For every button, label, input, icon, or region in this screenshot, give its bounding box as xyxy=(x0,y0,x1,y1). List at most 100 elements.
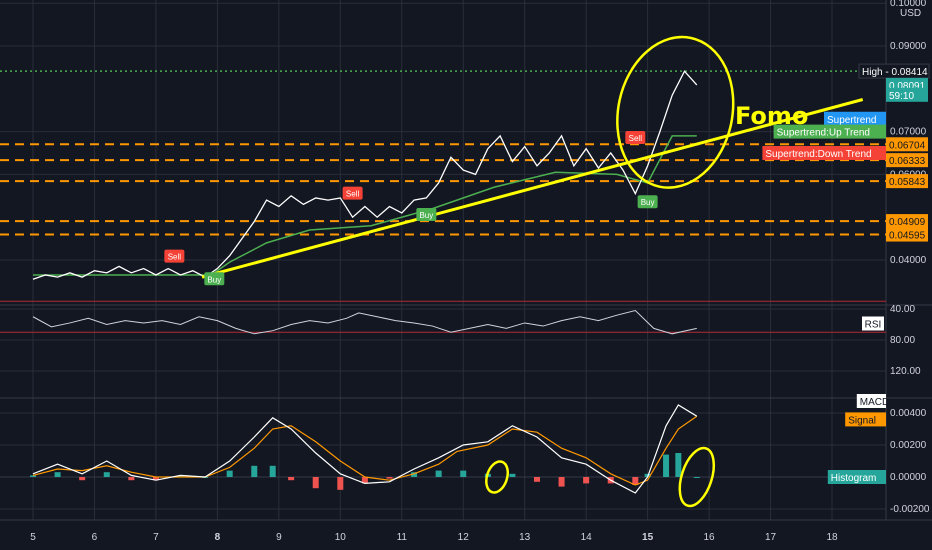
macd-axis-tick-label: -0.00200 xyxy=(890,504,930,515)
time-axis-tick-label: 10 xyxy=(335,532,347,543)
macd-pane[interactable] xyxy=(0,404,886,510)
histogram-bar xyxy=(675,453,682,477)
histogram-bar xyxy=(435,470,442,477)
price-tag-label: Supertrend xyxy=(827,115,876,126)
rsi-axis-tick-label: 40.00 xyxy=(890,304,915,315)
time-axis-tick-label: 7 xyxy=(153,532,159,543)
signal-label: Buy xyxy=(641,198,655,207)
histogram-bar xyxy=(361,477,368,484)
axis-currency-label: USD xyxy=(900,8,921,19)
histogram-bar xyxy=(632,477,639,485)
macd-axis-tick-label: 0.00000 xyxy=(890,472,927,483)
histogram-bar xyxy=(533,477,540,482)
price-tag-label: 0.06333 xyxy=(889,156,926,167)
price-tag xyxy=(762,146,886,160)
price-axis-tick-label: 0.09000 xyxy=(890,41,927,52)
signal-label: Sell xyxy=(168,253,182,262)
price-tag-label: Supertrend:Up Trend xyxy=(777,128,870,139)
macd-axis-tick-label: 0.00400 xyxy=(890,408,927,419)
price-axis-tick-label: 0.04000 xyxy=(890,255,927,266)
histogram-bar xyxy=(558,477,565,487)
price-tag-label: 0.08091 xyxy=(889,81,926,92)
price-tag-label: 0.04909 xyxy=(889,217,926,228)
signal-buy-badge xyxy=(204,272,225,286)
rsi-pane[interactable]: RSI xyxy=(0,300,886,335)
histogram-bar xyxy=(583,477,590,484)
price-tag-label: Supertrend:Down Trend xyxy=(765,149,871,160)
time-axis-tick-label: 8 xyxy=(215,532,221,543)
signal-label: Buy xyxy=(207,275,221,284)
price-tag-label: 0.06704 xyxy=(889,140,926,151)
signal-label: Buy xyxy=(419,211,433,220)
histogram-bar xyxy=(337,477,344,490)
macd-highlight-ellipse xyxy=(678,446,716,508)
histogram-bar xyxy=(30,475,36,477)
rsi-axis-tick-label: 80.00 xyxy=(890,335,915,346)
grid xyxy=(0,0,932,521)
price-tag xyxy=(886,227,928,242)
time-axis-tick-label: 6 xyxy=(92,532,98,543)
histogram-bar xyxy=(312,477,319,489)
fomo-highlight-ellipse xyxy=(616,35,735,189)
rsi-line xyxy=(32,309,697,335)
time-axis-tick-label: 18 xyxy=(826,532,838,543)
signal-sell-badge xyxy=(164,249,185,263)
histogram-bar xyxy=(128,477,135,481)
signal-buy-badge xyxy=(637,195,658,209)
price-tag-label: 59:10 xyxy=(889,91,914,102)
signal-label: Sell xyxy=(629,134,643,143)
price-axis-tick-label: 0.07000 xyxy=(890,127,927,138)
price-tag-label: 0.05843 xyxy=(889,177,926,188)
time-axis-tick-label: 17 xyxy=(765,532,777,543)
histogram-bar xyxy=(663,454,670,477)
macd-tag-label: MACD xyxy=(860,397,889,408)
signal-buy-badge xyxy=(416,208,437,222)
time-axis-tick-label: 14 xyxy=(581,532,593,543)
price-tag xyxy=(886,174,928,189)
macd-tag-label: Histogram xyxy=(831,473,877,484)
time-axis-tick-label: 5 xyxy=(30,532,36,543)
macd-signal-line xyxy=(32,415,698,486)
histogram-bar xyxy=(79,477,86,481)
macd-tag-label: Signal xyxy=(848,415,876,426)
histogram-bar xyxy=(152,477,159,481)
price-tag xyxy=(886,214,928,229)
histogram-bar xyxy=(460,470,467,477)
time-axis-tick-label: 11 xyxy=(397,532,408,543)
price-tag xyxy=(886,153,928,168)
macd-tag xyxy=(845,412,886,427)
time-axis-tick-label: 15 xyxy=(642,532,654,543)
price-axis[interactable]: 0.040000.060000.070000.090000.10000120.0… xyxy=(762,0,930,515)
histogram-bar xyxy=(411,472,418,477)
time-axis-tick-label: 9 xyxy=(276,532,282,543)
histogram-bar xyxy=(177,475,184,477)
histogram-bar xyxy=(269,465,276,477)
price-tag xyxy=(824,111,886,126)
time-axis-tick-label: 16 xyxy=(704,532,716,543)
price-axis-tick-label: 0.10000 xyxy=(890,0,927,9)
price-tag xyxy=(773,124,886,139)
time-axis[interactable]: 5 6 7 8 9 10 11 12 13 14 15 16 17 18 xyxy=(30,532,838,543)
macd-axis-tick-label: 0.00200 xyxy=(890,440,927,451)
price-tag-label: High - 0.08414 xyxy=(862,67,928,78)
macd-line xyxy=(32,404,698,494)
histogram-bar xyxy=(509,473,516,477)
time-axis-tick-label: 13 xyxy=(519,532,531,543)
rsi-series-tag xyxy=(862,316,884,331)
macd-tag xyxy=(827,470,886,484)
histogram-bar xyxy=(54,472,61,477)
trendline xyxy=(201,98,864,279)
histogram-bar xyxy=(226,470,233,477)
price-tag-label: 0.04595 xyxy=(889,231,926,242)
price-line xyxy=(32,70,698,280)
rsi-axis-tick-label: 120.00 xyxy=(890,366,921,377)
signal-sell-badge xyxy=(342,186,363,200)
price-tag xyxy=(886,137,928,152)
signal-sell-badge xyxy=(625,131,646,145)
macd-tag xyxy=(856,394,886,408)
macd-highlight-ellipse xyxy=(485,460,510,494)
histogram-bar xyxy=(251,465,258,477)
price-tag xyxy=(886,87,928,102)
